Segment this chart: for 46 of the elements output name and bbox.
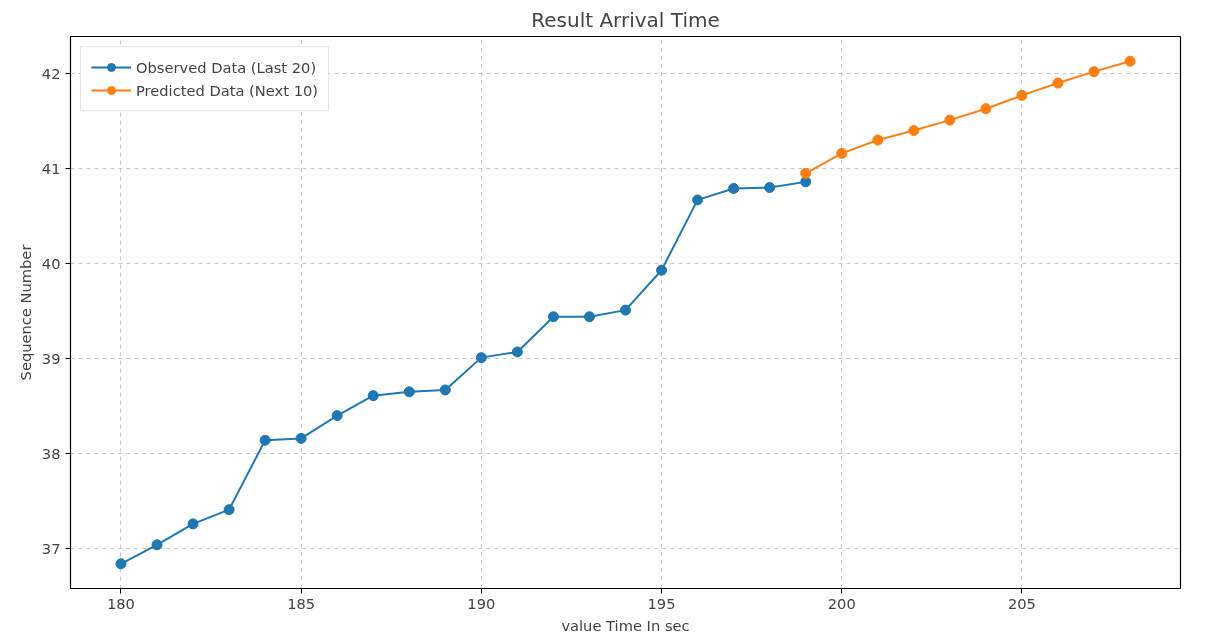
point: [583, 311, 595, 323]
point: [944, 114, 956, 126]
point: [1052, 77, 1064, 89]
legend-label: Predicted Data (Next 10): [136, 81, 319, 99]
point: [331, 410, 343, 422]
point: [475, 352, 487, 364]
point: [439, 384, 451, 396]
point: [259, 434, 271, 446]
point: [115, 558, 127, 570]
point: [908, 125, 920, 137]
x-tick-label: 185: [287, 594, 316, 612]
x-tick-label: 205: [1007, 594, 1036, 612]
point: [547, 311, 559, 323]
point: [151, 539, 163, 551]
point: [692, 194, 704, 206]
legend-label: Observed Data (Last 20): [136, 58, 317, 76]
x-tick-label: 200: [827, 594, 856, 612]
point: [872, 134, 884, 146]
point: [656, 264, 668, 276]
x-tick-label: 190: [467, 594, 496, 612]
point: [836, 147, 848, 159]
point: [620, 304, 631, 316]
point: [1016, 89, 1028, 101]
point: [403, 386, 415, 398]
x-tick-label: 195: [647, 594, 676, 612]
y-tick-label: 42: [41, 64, 61, 82]
y-tick-label: 40: [41, 254, 61, 272]
x-axis-title: value Time In sec: [561, 616, 690, 634]
y-axis-title: Sequence Number: [16, 243, 34, 381]
point: [187, 518, 199, 530]
point: [980, 103, 992, 115]
point: [367, 390, 379, 402]
y-tick-label: 38: [41, 444, 61, 462]
point: [1124, 55, 1136, 67]
point: [223, 504, 235, 516]
point: [800, 167, 812, 179]
point: [511, 346, 523, 358]
x-tick-label: 180: [106, 594, 135, 612]
point: [295, 432, 307, 444]
point: [728, 183, 740, 194]
point: [1088, 66, 1100, 78]
y-tick-label: 39: [41, 349, 61, 367]
point: [764, 182, 776, 194]
chart-title: Result Arrival Time: [531, 7, 720, 32]
y-tick-label: 37: [41, 539, 61, 557]
y-tick-label: 41: [41, 159, 61, 177]
